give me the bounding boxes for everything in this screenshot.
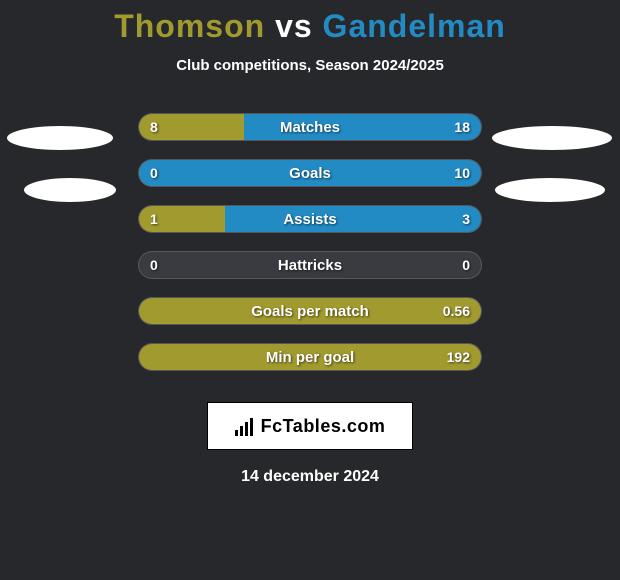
stat-value-left: 1 bbox=[150, 211, 158, 227]
decorative-ellipse bbox=[7, 126, 113, 150]
bar-left bbox=[139, 344, 481, 370]
stat-row: Hattricks00 bbox=[0, 242, 620, 288]
stat-value-right: 192 bbox=[447, 349, 470, 365]
stat-value-right: 0 bbox=[462, 257, 470, 273]
page-title: Thomson vs Gandelman bbox=[0, 0, 620, 45]
bar-track bbox=[138, 159, 482, 187]
stat-row: Goals per match0.56 bbox=[0, 288, 620, 334]
title-left-player: Thomson bbox=[114, 8, 265, 44]
decorative-ellipse bbox=[24, 178, 116, 202]
bar-track bbox=[138, 343, 482, 371]
stat-value-right: 10 bbox=[454, 165, 470, 181]
decorative-ellipse bbox=[492, 126, 612, 150]
stat-value-right: 3 bbox=[462, 211, 470, 227]
stat-value-left: 0 bbox=[150, 257, 158, 273]
bar-track bbox=[138, 251, 482, 279]
stat-row: Min per goal192 bbox=[0, 334, 620, 380]
stat-value-left: 8 bbox=[150, 119, 158, 135]
logo-text: FcTables.com bbox=[261, 416, 386, 437]
stat-value-left: 0 bbox=[150, 165, 158, 181]
bar-track bbox=[138, 113, 482, 141]
decorative-ellipse bbox=[495, 178, 605, 202]
subtitle: Club competitions, Season 2024/2025 bbox=[0, 57, 620, 74]
stat-value-right: 0.56 bbox=[443, 303, 470, 319]
title-right-player: Gandelman bbox=[323, 8, 506, 44]
bar-right bbox=[225, 206, 482, 232]
bar-right bbox=[244, 114, 481, 140]
logo-box: FcTables.com bbox=[207, 402, 413, 450]
date-text: 14 december 2024 bbox=[0, 468, 620, 486]
barchart-icon bbox=[235, 416, 255, 436]
bar-left bbox=[139, 298, 481, 324]
title-vs: vs bbox=[275, 8, 313, 44]
bar-right bbox=[139, 160, 481, 186]
stat-row: Assists13 bbox=[0, 196, 620, 242]
stat-value-right: 18 bbox=[454, 119, 470, 135]
bar-track bbox=[138, 297, 482, 325]
bar-track bbox=[138, 205, 482, 233]
